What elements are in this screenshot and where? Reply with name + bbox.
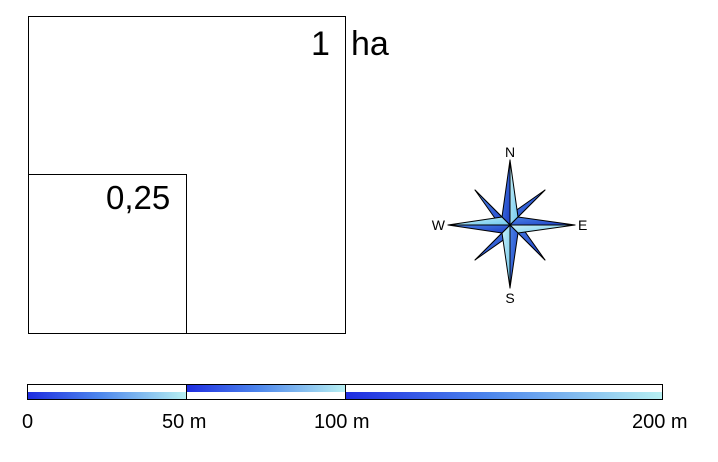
scale-tick-0: 0 — [22, 411, 34, 433]
one-hectare-number: 1 — [311, 25, 330, 63]
one-hectare-unit: ha — [351, 25, 389, 63]
scale-tick-50: 50 m — [162, 411, 207, 433]
scale-tick-200: 200 m — [632, 411, 688, 433]
quarter-hectare-square — [28, 174, 187, 334]
scale-bar — [27, 384, 663, 400]
scale-segment-0-50 — [27, 384, 187, 400]
compass-west-label: W — [432, 217, 446, 233]
compass-north-label: N — [505, 144, 515, 160]
compass-rose-icon: N E S W — [432, 144, 588, 306]
scale-segment-100-200 — [345, 384, 663, 400]
quarter-hectare-label: 0,25 — [106, 179, 171, 216]
scale-tick-100: 100 m — [314, 411, 370, 433]
compass-south-label: S — [505, 290, 514, 306]
scale-segment-50-100 — [186, 384, 346, 400]
compass-east-label: E — [578, 217, 587, 233]
